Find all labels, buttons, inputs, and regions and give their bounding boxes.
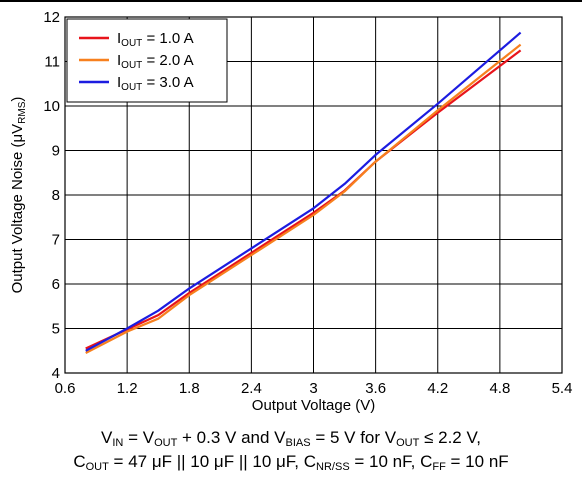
x-axis-label: Output Voltage (V) [252,397,375,414]
legend-entry: IOUT = 3.0 A [117,74,194,93]
x-tick-label: 4.2 [427,380,448,397]
x-tick-label: 1.8 [179,380,200,397]
y-tick-label: 9 [52,143,60,160]
x-tick-label: 3 [309,380,317,397]
y-tick-label: 7 [52,232,60,249]
x-tick-label: 1.2 [117,380,138,397]
y-tick-label: 8 [52,187,60,204]
x-tick-label: 5.4 [552,380,573,397]
legend: IOUT = 1.0 A IOUT = 2.0 A IOUT = 3.0 A [66,18,228,103]
top-rule [0,0,582,2]
noise-vs-output-voltage-chart: 0.6 1.2 1.8 2.4 3 3.6 4.2 4.8 5.4 4 5 6 7 8 9 10 11 12 O… [9,9,573,414]
y-tick-label: 6 [52,276,60,293]
caption-line-1: VIN = VOUT + 0.3 V and VBIAS = 5 V for V… [101,428,481,449]
series-line [85,43,522,354]
y-tick-label: 11 [44,54,60,71]
y-tick-label: 10 [43,98,60,115]
x-tick-label: 2.4 [241,380,262,397]
x-tick-labels: 0.6 1.2 1.8 2.4 3 3.6 4.2 4.8 5.4 [55,380,573,397]
x-tick-label: 4.8 [489,380,510,397]
y-tick-label: 5 [52,321,60,338]
caption-line-2: COUT = 47 μF || 10 μF || 10 μF, CNR/SS =… [73,452,509,473]
plot-frame [64,16,563,374]
y-tick-labels: 4 5 6 7 8 9 10 11 12 [43,9,60,382]
x-tick-label: 3.6 [365,380,386,397]
x-tick-label: 0.6 [55,380,76,397]
legend-entry: IOUT = 2.0 A [117,52,194,71]
legend-entry: IOUT = 1.0 A [117,30,194,49]
series-lines [85,31,522,354]
y-axis-label: Output Voltage Noise (μVRMS) [9,97,28,294]
series-line [85,31,522,352]
y-tick-label: 12 [43,9,60,26]
y-tick-label: 4 [52,365,60,382]
